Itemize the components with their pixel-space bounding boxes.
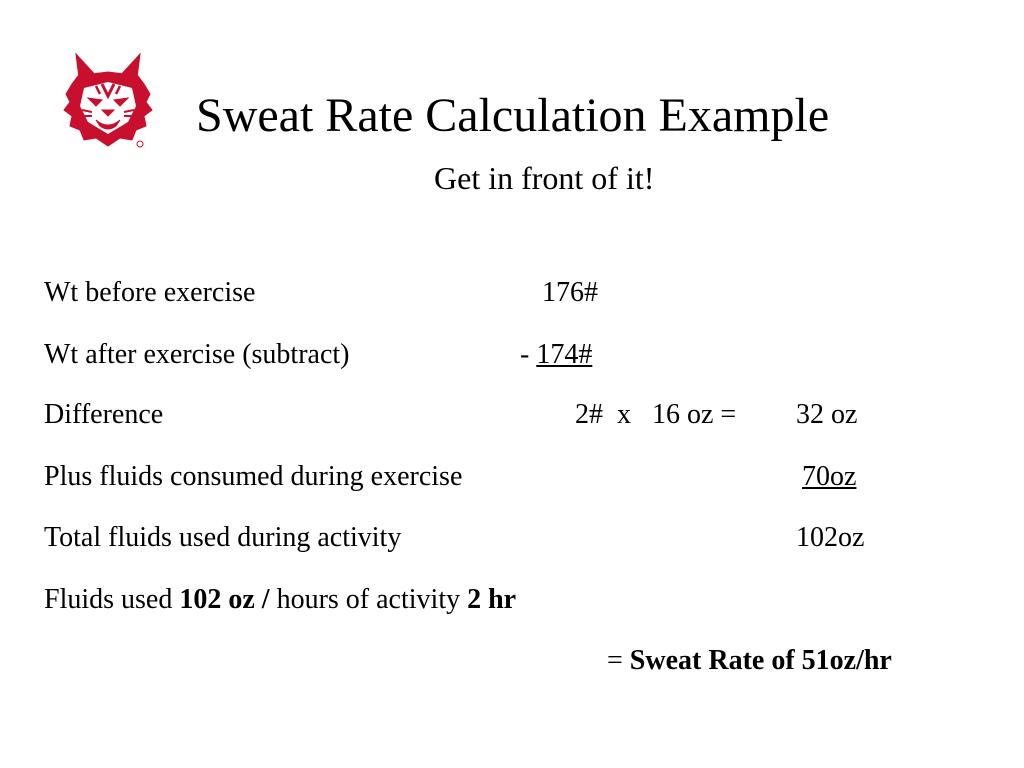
wt-after-label: Wt after exercise (subtract) xyxy=(44,339,350,370)
fluids-used-part4: 2 hr xyxy=(467,584,517,615)
wt-before-label: Wt before exercise xyxy=(44,277,256,308)
fluids-used-part1: Fluids used xyxy=(44,584,180,615)
wt-before-value: 176# xyxy=(542,277,598,308)
plus-fluids-label: Plus fluids consumed during exercise xyxy=(44,461,463,492)
difference-calc: 2# x 16 oz = xyxy=(575,399,737,430)
difference-result: 32 oz xyxy=(796,399,858,430)
sweat-rate-line: = Sweat Rate of 51oz/hr xyxy=(607,645,892,677)
slide-subtitle: Get in front of it! xyxy=(434,160,655,196)
fluids-used-part2: 102 oz / xyxy=(179,584,277,615)
sweat-rate-value: Sweat Rate of 51oz/hr xyxy=(629,645,892,676)
total-fluids-value: 102oz xyxy=(796,522,865,553)
fluids-used-part3: hours of activity xyxy=(276,584,468,615)
slide-title: Sweat Rate Calculation Example xyxy=(196,89,830,142)
wt-after-value-group: - 174# xyxy=(520,339,592,371)
wt-after-prefix: - xyxy=(520,339,537,370)
wt-after-value: 174# xyxy=(536,339,593,370)
fluids-used-line: Fluids used 102 oz / hours of activity 2… xyxy=(44,584,516,616)
wildcat-logo-icon xyxy=(63,52,153,148)
difference-label: Difference xyxy=(44,399,164,430)
sweat-rate-prefix: = xyxy=(607,645,630,676)
plus-fluids-value: 70oz xyxy=(802,461,857,492)
total-fluids-label: Total fluids used during activity xyxy=(44,522,402,553)
